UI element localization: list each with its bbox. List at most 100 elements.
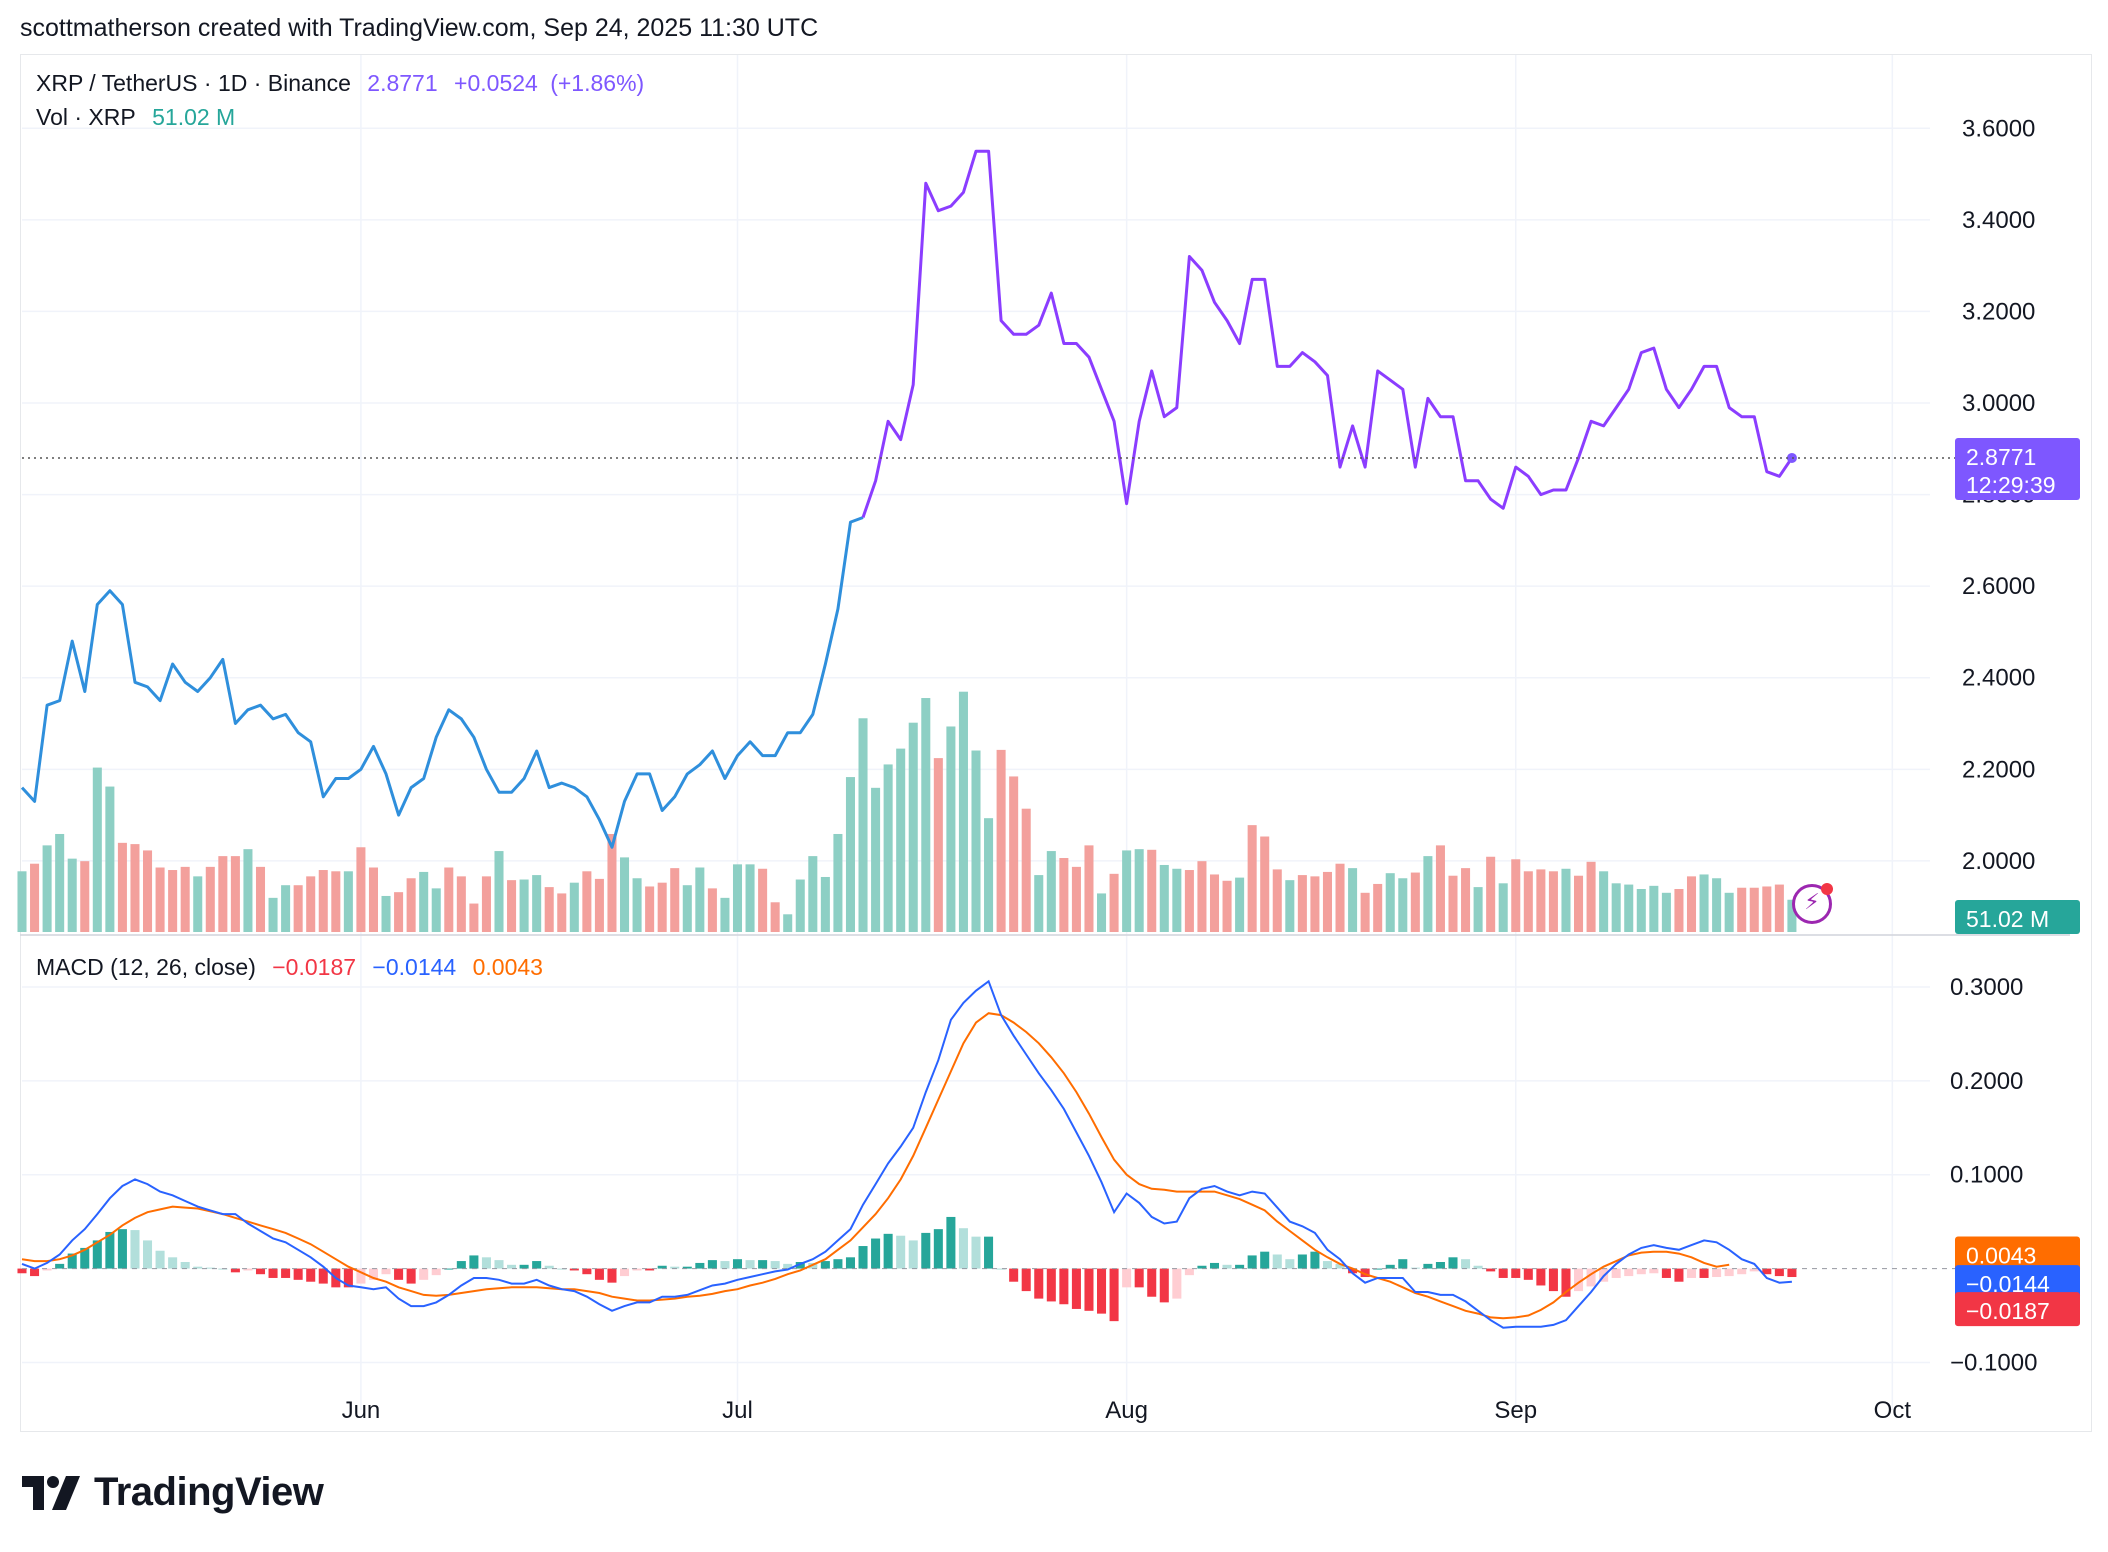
volume-bar	[720, 897, 730, 932]
volume-bar	[958, 691, 968, 932]
volume-bar	[1536, 869, 1546, 932]
macd-hist-bar	[1774, 1268, 1784, 1277]
macd-hist-bar	[1749, 1268, 1759, 1272]
volume-bar	[1197, 861, 1207, 932]
price-tick-label: 2.4000	[1962, 665, 2035, 692]
macd-hist-bar	[1272, 1254, 1282, 1269]
macd-hist-bar	[130, 1230, 140, 1269]
volume-bar	[1423, 856, 1433, 932]
macd-hist-bar	[281, 1268, 291, 1278]
volume-bar	[732, 864, 743, 932]
macd-hist-bar	[494, 1260, 504, 1269]
volume-bar	[1159, 864, 1169, 932]
volume-bar	[431, 888, 441, 932]
volume-bar	[180, 866, 190, 932]
volume-bar	[1686, 876, 1697, 932]
macd-legend[interactable]: MACD (12, 26, close) −0.0187 −0.0144 0.0…	[36, 954, 553, 981]
macd-hist-value: −0.0187	[272, 954, 357, 980]
macd-hist-bar	[1172, 1268, 1182, 1299]
macd-hist-bar	[1461, 1259, 1471, 1269]
volume-badge-bg	[1955, 900, 2080, 934]
volume-bar	[1172, 868, 1182, 932]
macd-hist-bar	[707, 1260, 717, 1269]
volume-bar	[1398, 878, 1408, 932]
volume-bar	[1310, 876, 1320, 932]
macd-hist-bar	[105, 1231, 115, 1269]
volume-bar	[557, 893, 567, 932]
macd-hist-bar	[933, 1229, 943, 1269]
macd-hist-bar	[419, 1268, 429, 1280]
macd-hist-bar	[17, 1268, 27, 1274]
macd-hist-bar	[896, 1235, 906, 1269]
volume-legend[interactable]: Vol · XRP 51.02 M	[36, 104, 245, 131]
volume-bar	[896, 748, 906, 932]
volume-badge-text: 51.02 M	[1966, 906, 2049, 932]
macd-hist-bar	[921, 1232, 931, 1269]
volume-bar	[1046, 851, 1056, 932]
volume-bar	[1787, 899, 1797, 932]
macd-hist-bar	[394, 1268, 404, 1280]
macd-hist-bar	[469, 1255, 479, 1269]
macd-tick-label: 0.3000	[1950, 974, 2023, 1001]
volume-label[interactable]: Vol · XRP	[36, 104, 136, 130]
volume-bar	[507, 880, 517, 932]
volume-bar	[230, 856, 240, 932]
volume-bar	[1674, 889, 1684, 932]
volume-bar	[1473, 887, 1483, 932]
macd-hist-bar	[1385, 1264, 1395, 1269]
macd-lines	[21, 979, 1792, 1329]
volume-bar	[469, 903, 479, 932]
volume-bar	[67, 858, 77, 932]
volume-bar	[406, 878, 416, 932]
volume-bar	[984, 818, 994, 932]
brand-name: TradingView	[94, 1470, 324, 1514]
volume-bar	[293, 885, 303, 932]
macd-hist-bar	[1034, 1268, 1044, 1299]
macd-hist-bar	[1649, 1268, 1659, 1274]
macd-hist-bar	[632, 1268, 642, 1271]
macd-label[interactable]: MACD (12, 26, close)	[36, 954, 256, 980]
macd-hist-bar	[1724, 1268, 1734, 1277]
volume-bar	[1774, 884, 1784, 932]
volume-bar	[92, 767, 102, 932]
symbol-name[interactable]: XRP / TetherUS · 1D · Binance	[36, 70, 351, 96]
volume-bar	[368, 867, 378, 932]
volume-bar	[632, 878, 642, 932]
macd-hist-bar	[42, 1268, 52, 1271]
volume-bars	[17, 691, 1797, 932]
hist-badge-bg	[1955, 1292, 2080, 1327]
macd-hist-bar	[1624, 1268, 1634, 1277]
volume-bar	[594, 878, 604, 932]
volume-bar	[318, 870, 328, 932]
macd-hist-bar	[1498, 1268, 1508, 1278]
macd-hist-bar	[1574, 1268, 1584, 1292]
volume-bar	[1097, 893, 1107, 932]
macd-hist-bar	[1473, 1265, 1483, 1269]
macd-hist-bar	[569, 1268, 579, 1271]
macd-hist-bar	[117, 1229, 127, 1269]
macd-hist-bar	[1511, 1268, 1521, 1278]
symbol-legend[interactable]: XRP / TetherUS · 1D · Binance 2.8771 +0.…	[36, 70, 654, 97]
macd-histogram	[17, 1216, 2070, 1322]
tradingview-brand[interactable]: TradingView	[22, 1470, 324, 1515]
volume-bar	[1297, 875, 1307, 932]
macd-hist-bar	[820, 1261, 830, 1269]
volume-bar	[1561, 868, 1571, 932]
lightning-icon[interactable]: ⚡	[1792, 883, 1833, 924]
signal-line	[21, 1012, 1730, 1320]
price-change-pct: (+1.86%)	[550, 70, 645, 96]
tradingview-logo-icon	[22, 1475, 80, 1510]
volume-bar	[707, 888, 717, 932]
volume-bar	[820, 876, 830, 932]
macd-hist-bar	[1486, 1268, 1496, 1272]
macd-hist-bar	[1762, 1268, 1772, 1275]
macd-hist-bar	[243, 1268, 253, 1271]
macd-hist-bar	[356, 1268, 366, 1284]
volume-bar	[845, 777, 855, 932]
volume-bar	[582, 871, 592, 932]
volume-bar	[1235, 877, 1245, 932]
volume-bar	[168, 870, 178, 932]
macd-hist-bar	[594, 1268, 604, 1280]
volume-bar	[1599, 871, 1609, 932]
